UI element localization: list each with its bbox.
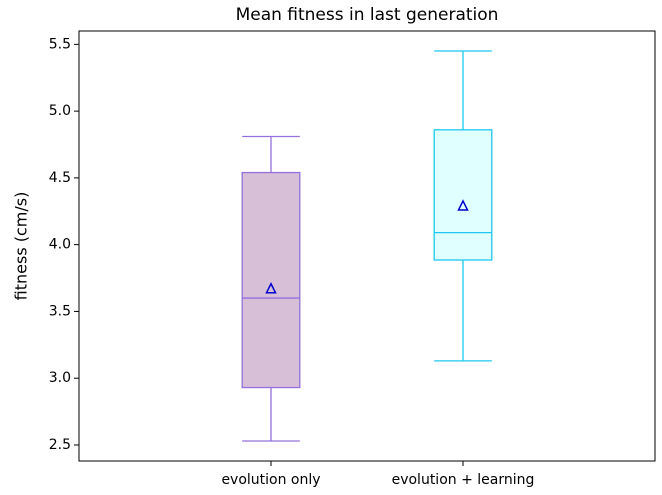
y-tick-label: 4.5: [49, 170, 71, 186]
plot-frame: [78, 30, 656, 462]
x-tick-label: evolution only: [221, 472, 320, 488]
box: [433, 129, 493, 261]
y-tick-label: 4.0: [49, 237, 71, 253]
mean-marker: [457, 199, 469, 211]
x-tick-label: evolution + learning: [392, 472, 535, 488]
y-tick-label: 3.5: [49, 303, 71, 319]
box: [241, 171, 301, 389]
y-tick-label: 3.0: [49, 370, 71, 386]
y-tick-label: 5.5: [49, 36, 71, 52]
y-tick-label: 2.5: [49, 437, 71, 453]
y-tick-label: 5.0: [49, 103, 71, 119]
mean-marker: [265, 282, 277, 294]
chart-title: Mean fitness in last generation: [236, 5, 499, 25]
y-axis-label: fitness (cm/s): [12, 192, 31, 301]
